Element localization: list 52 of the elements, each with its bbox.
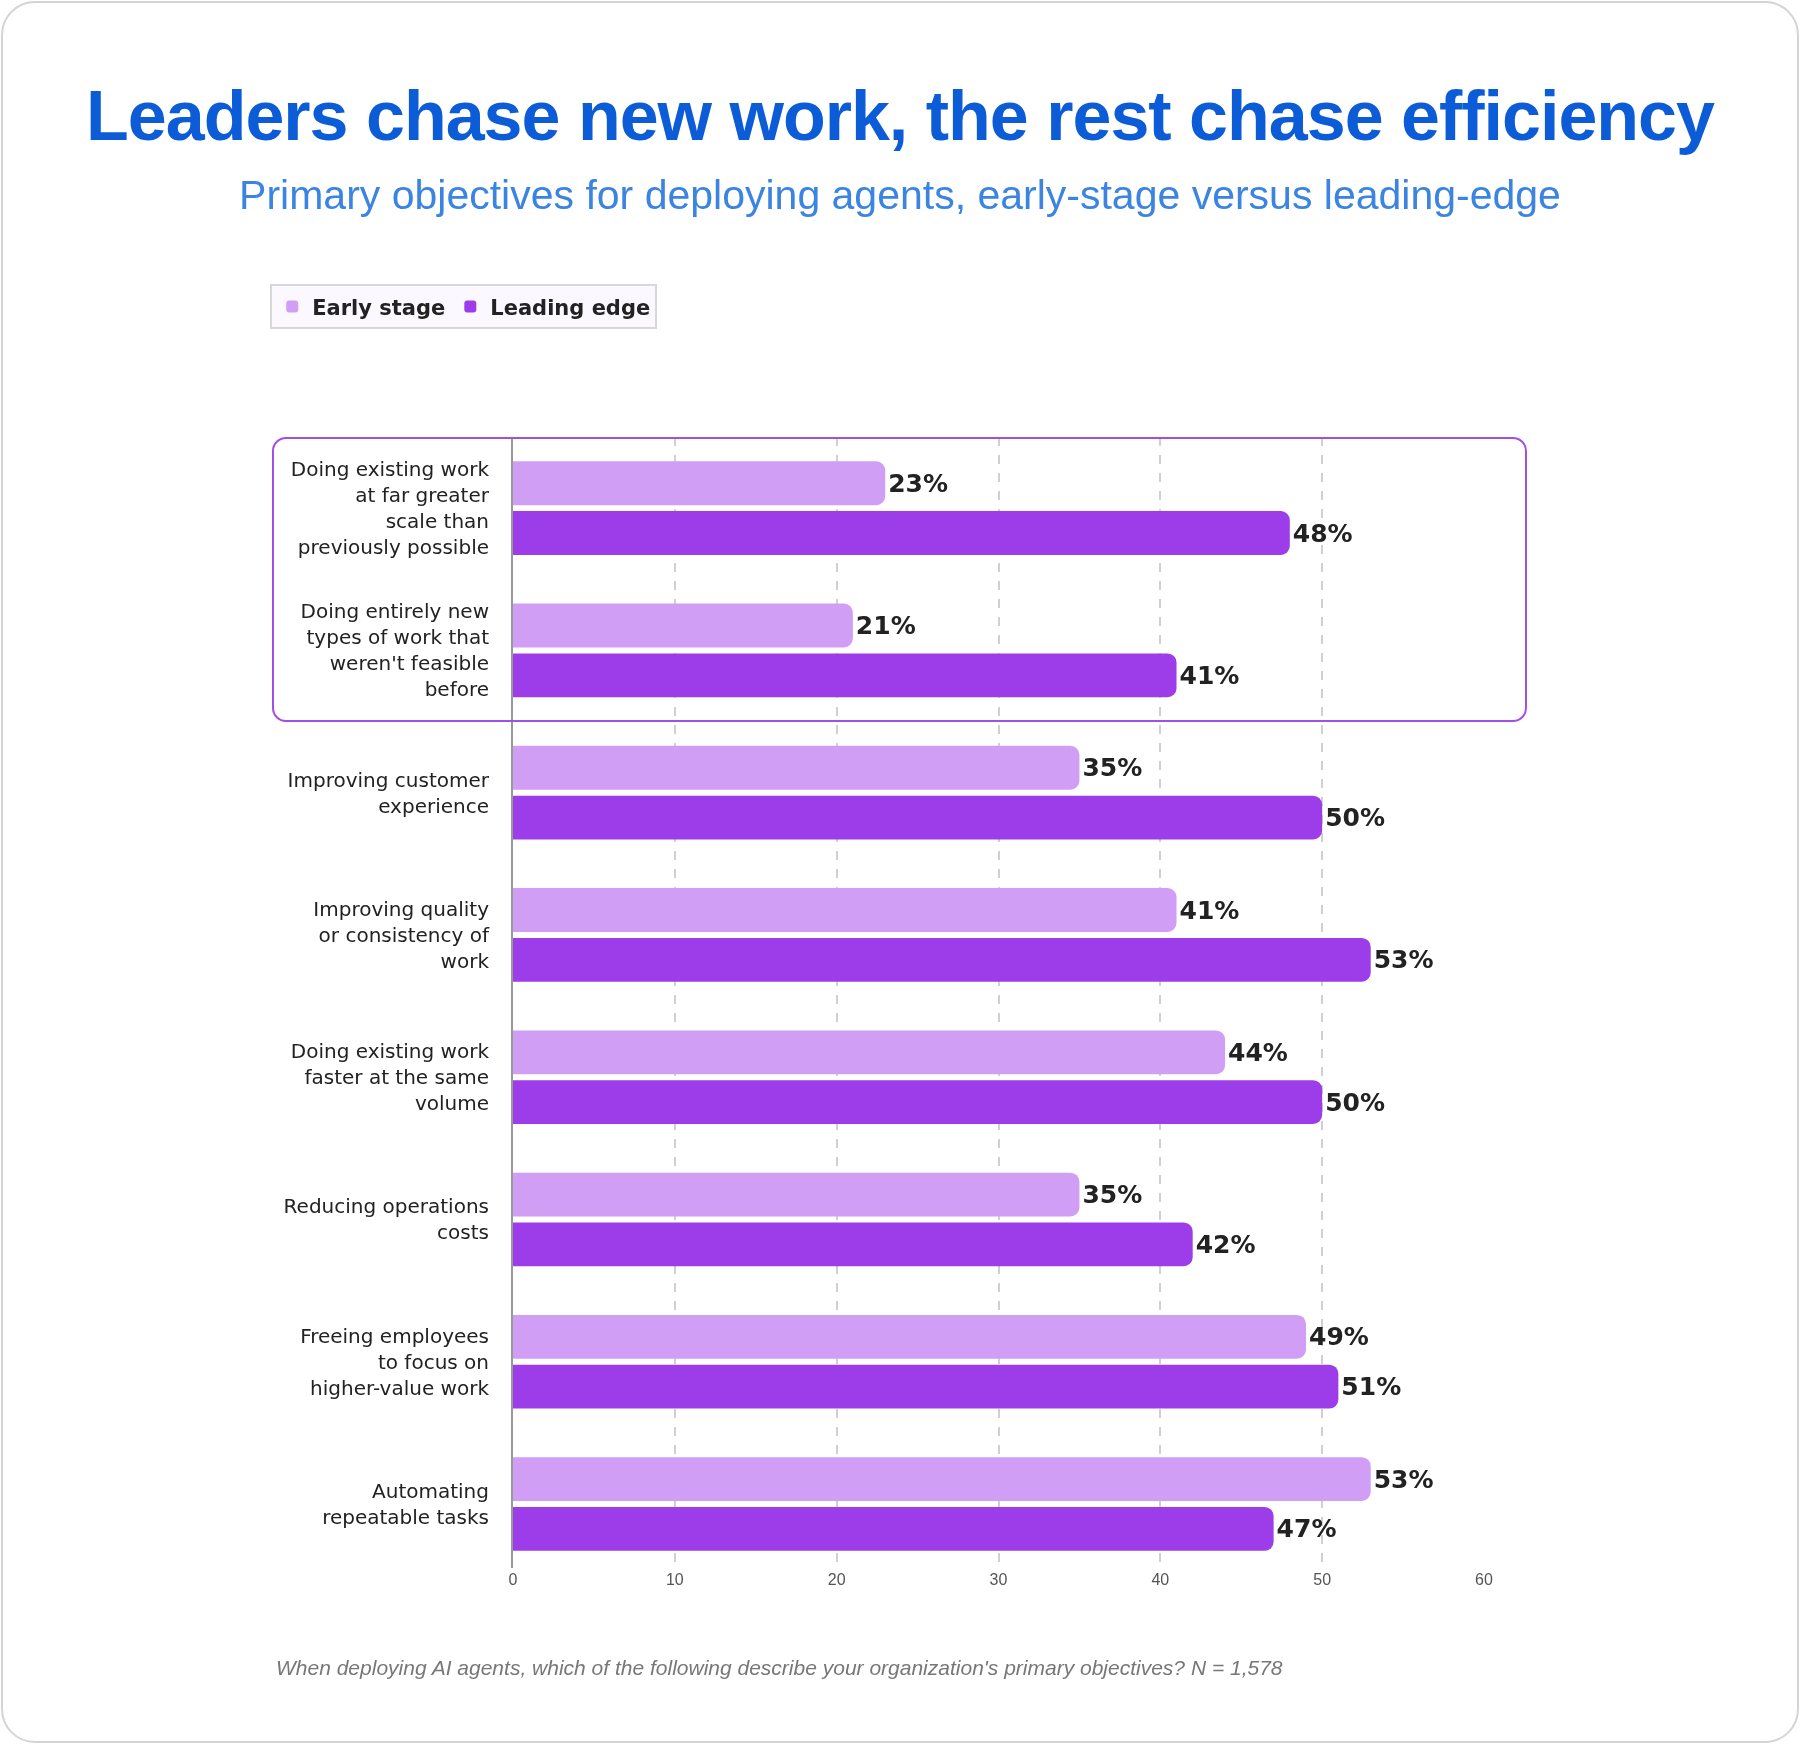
text: When deploying AI agents, which of the following describe your organization's primary objectives? N = 1,578 [276,1656,1283,1680]
data-label: 48% [1292,518,1353,548]
y-tick-label: Improving customer experience [287,767,490,818]
x-tick-label: 60 [1475,1571,1493,1588]
bar [513,1364,1339,1409]
bar [513,1457,1371,1501]
data-label: 49% [1308,1322,1369,1352]
data-label: 50% [1325,803,1386,833]
chart-subtitle: Primary objectives for deploying agents, early-stage versus leading-edge [238,172,1562,219]
y-tick-label: Doing entirely new types of work that weren't feasible before [300,599,490,702]
data-label: 35% [1082,1180,1143,1210]
data-label: 50% [1325,1087,1386,1117]
y-tick-label: Reducing operations costs [283,1194,489,1245]
data-label: 23% [888,468,949,498]
y-tick-label: Freeing employees to focus on higher-value work [300,1323,490,1400]
bar [513,1506,1274,1551]
x-tick-label: 40 [1151,1571,1170,1588]
bar [513,653,1177,698]
y-tick-label: Improving quality or consistency of work [313,896,490,973]
bar [513,888,1177,932]
bar [513,937,1371,982]
bar [513,603,853,648]
data-label: 35% [1082,753,1143,783]
bar [513,745,1080,790]
data-label: 41% [1179,895,1240,925]
x-tick-label: 30 [989,1571,1008,1588]
data-label: 51% [1341,1372,1402,1402]
data-label: 41% [1179,660,1240,690]
bar [513,1314,1306,1359]
legend-label: Leading edge [490,295,651,320]
y-tick-label: Automating repeatable tasks [322,1478,489,1529]
bar [513,1080,1323,1124]
bar [513,1172,1080,1217]
data-label: 42% [1195,1229,1256,1259]
data-label: 53% [1373,945,1434,975]
x-tick-label: 10 [665,1571,684,1588]
x-tick-label: 50 [1313,1571,1332,1588]
data-label: 47% [1276,1514,1337,1544]
bar [513,1222,1193,1267]
data-label: 21% [855,611,916,640]
x-tick-label: 0 [508,1571,518,1588]
bar [513,1030,1226,1075]
bar [513,795,1323,840]
x-tick-label: 20 [827,1571,846,1588]
chart-title: Leaders chase new work, the rest chase efficiency [85,76,1716,156]
bar [513,511,1290,555]
bar [513,461,886,506]
y-tick-label: Doing existing work at far greater scale than previously possible [290,457,490,560]
y-tick-label: Doing existing work faster at the same volume [290,1039,490,1116]
data-label: 53% [1373,1464,1434,1494]
legend-label: Early stage [312,295,446,320]
data-label: 44% [1228,1037,1288,1067]
